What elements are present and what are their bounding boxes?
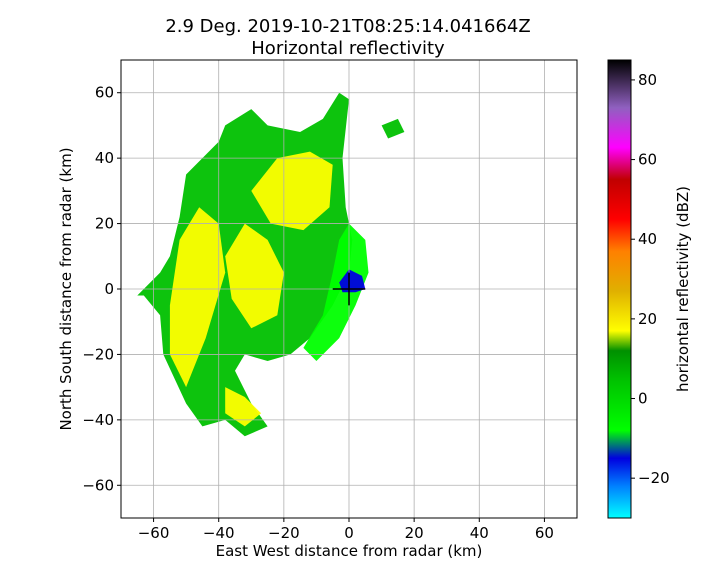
y-tick-label: −20 — [82, 345, 114, 363]
echo-yellow-core-mid — [225, 223, 284, 329]
x-axis-label: East West distance from radar (km) — [216, 542, 483, 560]
y-tick-label: 0 — [104, 280, 114, 298]
chart-title-line1: 2.9 Deg. 2019-10-21T08:25:14.041664Z — [165, 16, 530, 37]
y-tick-label: −60 — [82, 476, 114, 494]
y-tick-label: 40 — [95, 149, 114, 167]
y-tick-label: −40 — [82, 411, 114, 429]
colorbar-tick-label: 0 — [638, 390, 648, 408]
y-axis-label: North South distance from radar (km) — [57, 147, 75, 430]
x-tick-label: −40 — [203, 524, 235, 542]
echo-near-radar-echo — [339, 269, 366, 293]
echo-yellow-core-south — [225, 387, 262, 427]
radar-marker — [332, 272, 366, 306]
colorbar-ticks: −20 0 20 40 60 80 — [631, 71, 670, 487]
y-axis-ticks: −60 −40 −20 0 20 40 60 — [82, 84, 121, 494]
colorbar-tick-label: −20 — [638, 469, 670, 487]
echo-east-fragments — [381, 118, 405, 139]
x-tick-label: 0 — [344, 524, 354, 542]
chart-title-line2: Horizontal reflectivity — [251, 38, 445, 59]
echo-yellow-core-north — [251, 151, 333, 231]
y-tick-label: 20 — [95, 215, 114, 233]
echo-radial-wedge — [303, 223, 369, 361]
x-tick-label: −60 — [138, 524, 170, 542]
colorbar-tick-label: 40 — [638, 230, 657, 248]
colorbar-tick-label: 60 — [638, 151, 657, 169]
x-tick-label: 40 — [470, 524, 489, 542]
echo-yellow-core-west — [169, 207, 226, 388]
colorbar — [607, 59, 632, 519]
x-tick-label: 60 — [535, 524, 554, 542]
reflectivity-echoes — [137, 92, 405, 437]
x-axis-ticks: −60 −40 −20 0 20 40 60 — [138, 518, 554, 542]
y-tick-label: 60 — [95, 84, 114, 102]
colorbar-tick-label: 80 — [638, 71, 657, 89]
x-tick-label: 20 — [405, 524, 424, 542]
colorbar-label: horizontal reflectivity (dBZ) — [674, 186, 692, 392]
x-tick-label: −20 — [268, 524, 300, 542]
colorbar-tick-label: 20 — [638, 310, 657, 328]
